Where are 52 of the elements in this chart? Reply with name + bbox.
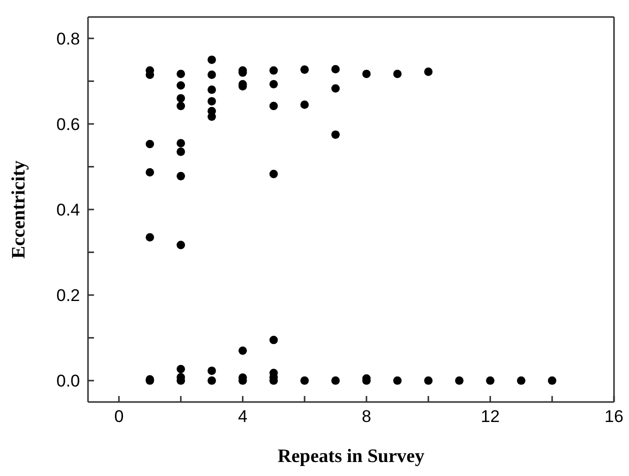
point [208,86,216,94]
point [208,366,216,375]
point [269,80,278,88]
point [362,70,371,78]
point [300,100,309,109]
point [176,70,186,78]
x-tick-label: 16 [604,407,624,426]
point [331,376,340,385]
point [176,148,186,156]
point [146,233,154,242]
point [393,70,402,78]
point [146,168,154,176]
point [424,376,433,385]
y-tick-label: 0.6 [56,114,80,134]
text: 0.0 [56,372,80,391]
point [208,97,216,106]
point [486,376,494,385]
point [176,172,186,180]
point [331,64,340,74]
point [331,130,340,139]
point [269,170,278,178]
point [176,94,186,102]
point [269,66,278,75]
point [300,65,309,74]
x-axis-title: Repeats in Survey [278,446,425,467]
x-tick-label: 0 [114,407,124,426]
point [176,102,186,110]
point [393,376,402,385]
point [548,376,556,385]
point [176,138,186,148]
point [516,376,526,385]
point [424,68,433,76]
y-tick-label: 0.4 [56,200,80,220]
point [331,84,340,93]
y-tick-label: 0.2 [56,286,80,306]
point [146,140,154,148]
point [176,81,186,90]
point [269,336,278,344]
x-tick-label: 8 [362,407,372,426]
point [269,102,278,110]
point [455,376,464,385]
point [208,56,216,64]
point [208,70,216,79]
point [238,346,247,355]
x-tick-label: 12 [480,407,500,426]
point [176,240,186,250]
point [208,376,216,385]
point [300,376,309,385]
point [176,364,186,374]
y-axis-title: Eccentricity [8,160,30,259]
x-tick-label: 4 [238,407,248,426]
y-tick-label: 0.8 [56,29,80,48]
